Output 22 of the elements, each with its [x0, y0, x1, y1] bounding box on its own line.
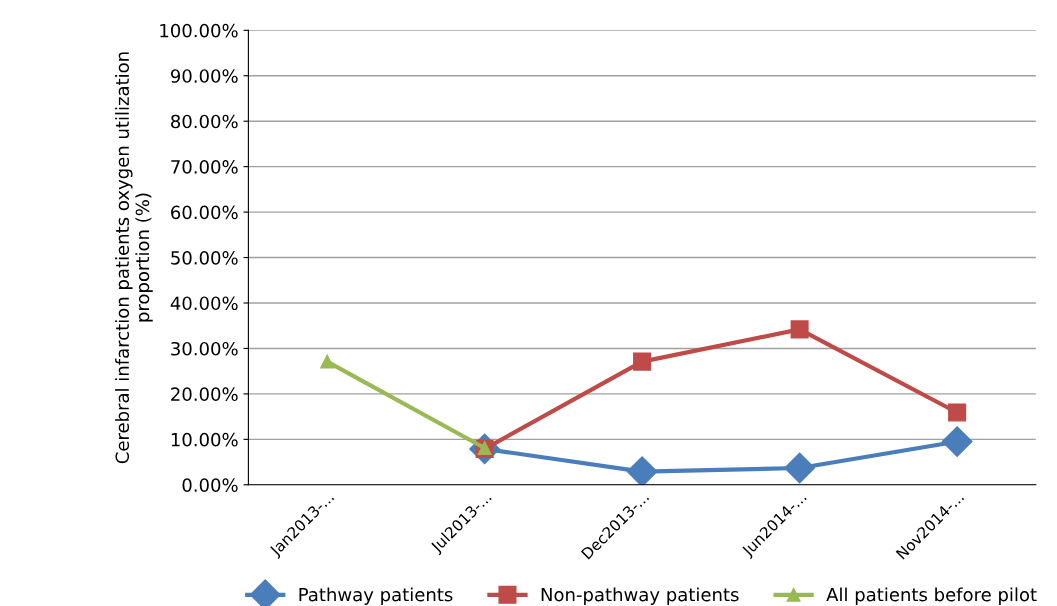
y-tick-label: 30.00% [171, 341, 238, 356]
y-tick-label: 20.00% [171, 387, 238, 402]
y-tick-label: 50.00% [171, 251, 238, 265]
y-tick-label: 80.00% [171, 114, 238, 129]
y-tick-label: 40.00% [170, 296, 238, 311]
point [941, 426, 973, 458]
point [633, 352, 652, 371]
y-tick-label: 60.00% [171, 205, 238, 220]
y-tick-label: 90.00% [170, 69, 238, 83]
legend-label: Non-pathway patients [541, 587, 739, 605]
y-tick-label: 100.00% [160, 23, 238, 38]
point [948, 403, 967, 422]
y-tick-label: 70.00% [171, 160, 238, 174]
point [626, 456, 658, 485]
y-axis-title: Cerebral infarction patients oxygen utilization proportion (%) [115, 52, 153, 464]
y-tick-label: 10.00% [171, 432, 238, 447]
point [320, 354, 335, 369]
point [790, 320, 809, 339]
legend-label: All patients before pilot [826, 587, 1037, 605]
legend-label: Pathway patients [299, 587, 453, 605]
point [784, 452, 816, 484]
y-tick-label: 0.00% [182, 478, 238, 492]
